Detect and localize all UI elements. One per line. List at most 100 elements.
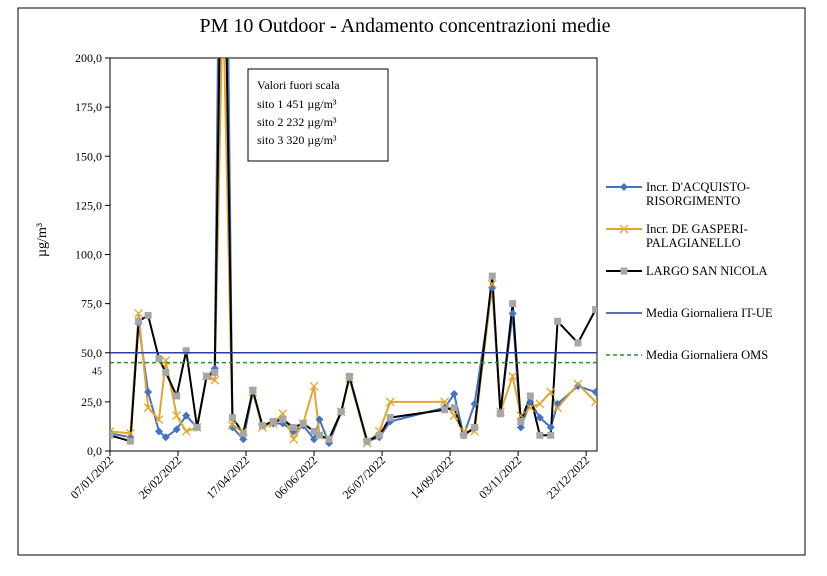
marker: [573, 382, 582, 391]
marker: [239, 435, 248, 444]
marker: [182, 411, 191, 420]
legend-entry: Media Giornaliera IT-UE: [604, 306, 804, 348]
marker: [470, 399, 479, 408]
legend: Incr. D'ACQUISTO-RISORGIMENTO Incr. DE GA…: [604, 180, 804, 390]
marker: [385, 397, 395, 407]
y-tick-label: 100,0: [75, 248, 102, 262]
x-tick-label: 07/01/2022: [68, 453, 117, 502]
marker: [135, 317, 143, 325]
legend-label: Media Giornaliera IT-UE: [646, 306, 773, 320]
y-tick-label: 200,0: [75, 51, 102, 65]
legend-symbol: [606, 354, 642, 356]
marker: [591, 388, 597, 397]
marker: [509, 300, 517, 308]
marker: [154, 427, 163, 436]
x-tick-label: 06/06/2022: [272, 453, 321, 502]
marker: [144, 388, 153, 397]
marker: [450, 390, 459, 399]
marker: [211, 368, 219, 376]
annotation-box: [247, 68, 389, 162]
marker: [535, 399, 545, 409]
annotation-title: Valori fuori scala: [257, 78, 340, 92]
marker: [269, 418, 277, 426]
marker: [554, 317, 562, 325]
marker: [162, 368, 170, 376]
marker: [620, 183, 628, 191]
marker: [161, 433, 170, 442]
marker: [526, 392, 534, 400]
annotation-line: sito 1 451 µg/m³: [257, 97, 337, 111]
y-tick-label: 50,0: [81, 346, 102, 360]
marker: [193, 423, 201, 431]
marker: [363, 437, 371, 445]
y-tick-label: 75,0: [81, 297, 102, 311]
marker: [337, 408, 345, 416]
marker: [375, 431, 383, 439]
marker: [547, 431, 555, 439]
marker: [573, 379, 583, 389]
marker: [536, 431, 544, 439]
marker: [508, 371, 518, 381]
legend-symbol: [606, 224, 642, 234]
series-line: [110, 58, 597, 446]
legend-symbol: [606, 267, 642, 275]
marker: [227, 420, 237, 430]
marker: [125, 428, 135, 438]
marker: [516, 423, 525, 432]
x-tick-label: 26/07/2022: [340, 453, 389, 502]
marker: [440, 397, 450, 407]
legend-label: Incr. DE GASPERI-PALAGIANELLO: [646, 222, 748, 250]
y-tick-label: 150,0: [75, 149, 102, 163]
marker: [546, 423, 555, 432]
marker: [546, 387, 556, 397]
marker: [620, 267, 628, 275]
annotation-line: sito 3 320 µg/m³: [257, 133, 337, 147]
marker: [460, 431, 468, 439]
legend-label: Media Giornaliera OMS: [646, 348, 769, 362]
marker: [299, 419, 307, 427]
marker: [315, 431, 323, 439]
y-tick-label: 25,0: [81, 395, 102, 409]
marker: [289, 434, 299, 444]
marker: [315, 415, 324, 424]
marker: [525, 403, 535, 413]
x-tick-label: 14/09/2022: [408, 453, 457, 502]
legend-symbol: [606, 183, 642, 191]
marker: [325, 435, 333, 443]
marker: [526, 397, 535, 406]
marker: [619, 224, 629, 234]
marker: [574, 339, 582, 347]
x-tick-label: 03/11/2022: [476, 453, 524, 501]
marker: [386, 414, 394, 422]
x-tick-label: 17/04/2022: [204, 453, 253, 502]
y-tick-label: 125,0: [75, 198, 102, 212]
marker: [228, 414, 236, 422]
x-tick-label: 23/12/2022: [544, 453, 593, 502]
marker: [310, 427, 318, 435]
plot-area: [110, 58, 597, 448]
x-tick-label: 26/02/2022: [136, 453, 185, 502]
marker: [471, 423, 479, 431]
marker: [258, 421, 266, 429]
marker: [449, 411, 459, 421]
y-tick-label: 0,0: [87, 444, 102, 458]
legend-label: LARGO SAN NICOLA: [646, 264, 768, 278]
marker: [172, 411, 182, 421]
legend-symbol: [606, 312, 642, 314]
marker: [173, 392, 181, 400]
marker: [488, 283, 497, 292]
marker: [172, 425, 181, 434]
marker: [144, 311, 152, 319]
legend-label: Incr. D'ACQUISTO-RISORGIMENTO: [646, 180, 751, 208]
marker: [345, 372, 353, 380]
y-tick-label: 175,0: [75, 100, 102, 114]
y-axis-label: µg/m³: [35, 223, 50, 257]
marker: [228, 423, 237, 432]
marker: [309, 381, 319, 391]
marker: [488, 272, 496, 280]
legend-entry: LARGO SAN NICOLA: [604, 264, 804, 306]
marker: [553, 403, 563, 413]
marker: [508, 309, 517, 318]
